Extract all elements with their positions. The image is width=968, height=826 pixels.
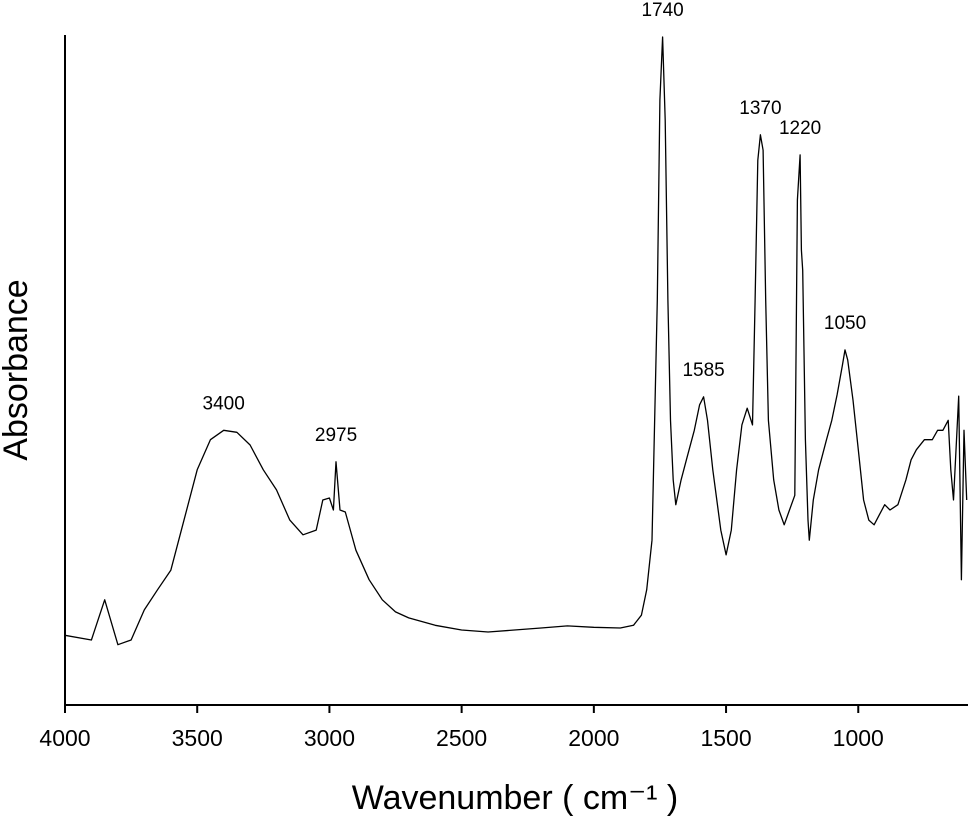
peak-label: 1050: [824, 313, 866, 334]
x-tick-label: 4000: [39, 725, 90, 751]
peak-label: 2975: [315, 425, 357, 446]
peak-label: 1370: [739, 98, 781, 119]
x-tick-label: 3500: [172, 725, 223, 751]
x-tick-label: 2500: [436, 725, 487, 751]
peak-label: 1220: [779, 118, 821, 139]
y-axis-title: Absorbance: [0, 279, 35, 460]
x-tick-label: 3000: [304, 725, 355, 751]
x-tick-label: 1500: [700, 725, 751, 751]
peak-label: 1740: [641, 0, 683, 21]
peak-label: 1585: [682, 360, 724, 381]
x-tick-label: 2000: [568, 725, 619, 751]
x-axis-title: Wavenumber ( cm⁻¹ ): [352, 779, 679, 817]
peak-label: 3400: [203, 393, 245, 414]
spectrum-line: [64, 36, 968, 646]
x-tick-label: 1000: [833, 725, 884, 751]
